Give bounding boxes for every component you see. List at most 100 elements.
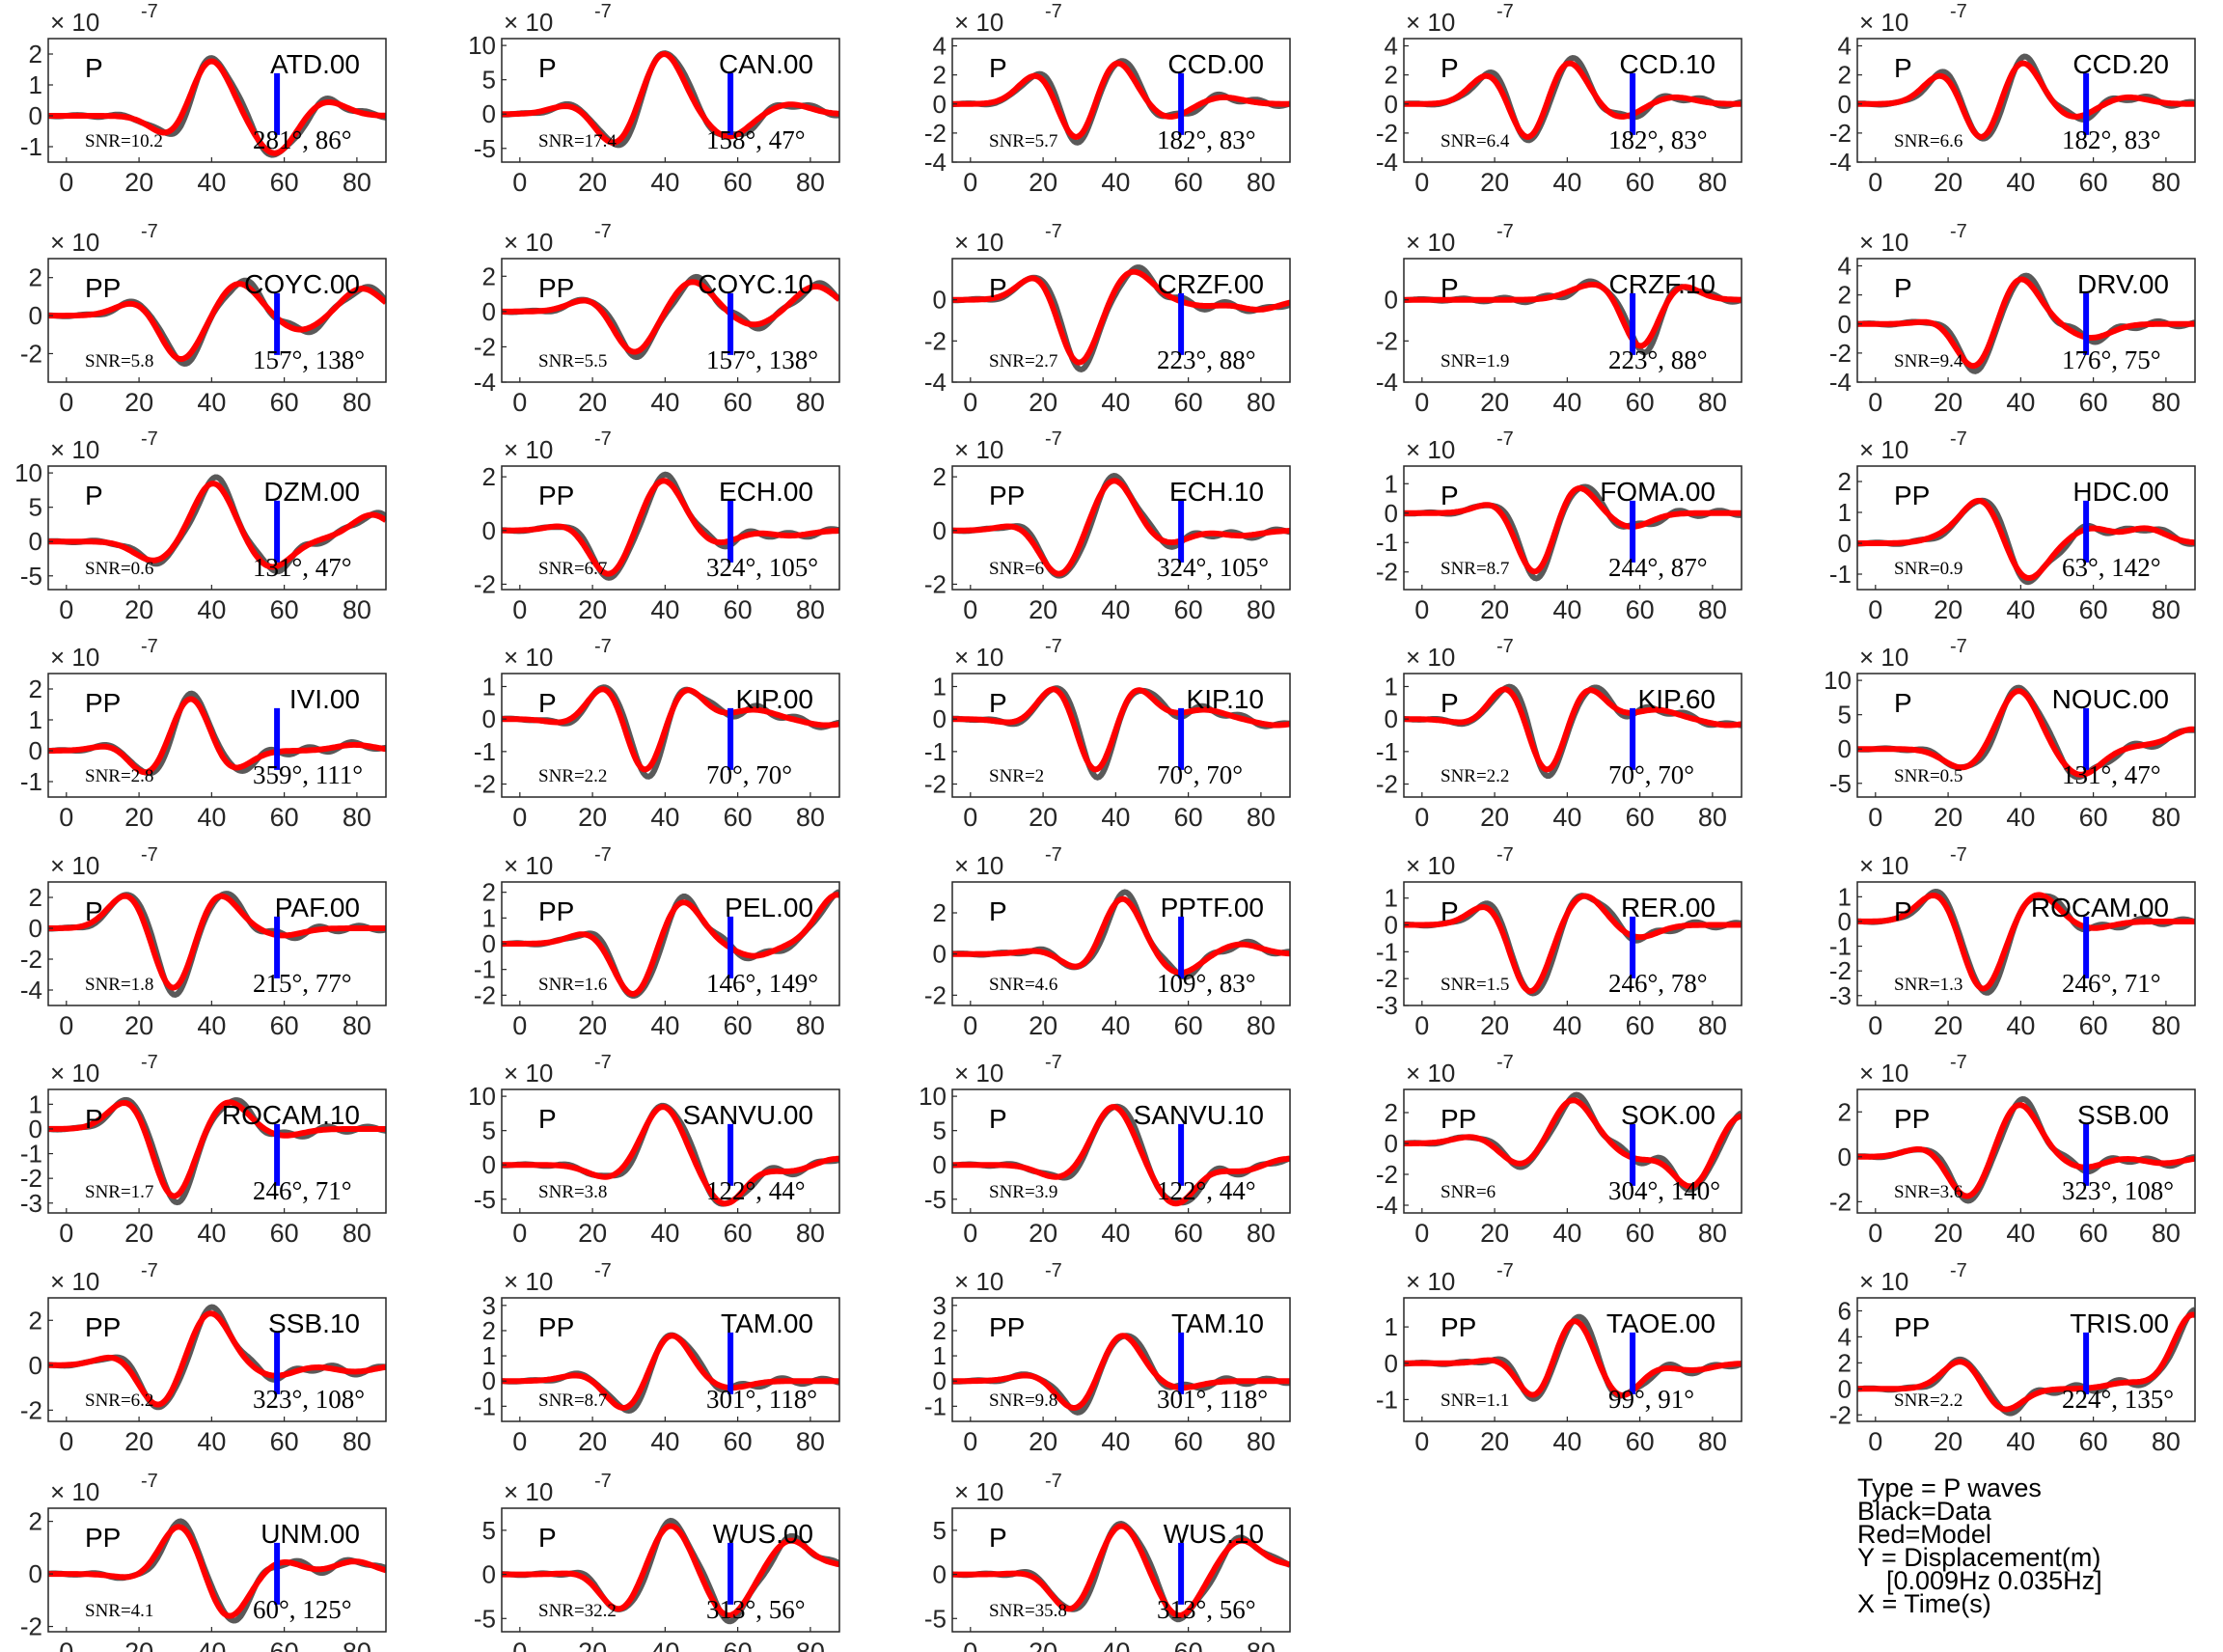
panel-pptf-00: 0 20 40 60 80 -2 0 2× 10 -7 P PPTF.00 SNR=4.6 109°, …	[924, 844, 1291, 1040]
y-tick-label: 1	[933, 1341, 947, 1370]
x-tick-label: 20	[1480, 803, 1509, 832]
station-label: ECH.00	[719, 477, 813, 507]
x-tick-label: 80	[796, 1219, 825, 1248]
x-tick-label: 20	[1029, 803, 1057, 832]
x-tick-label: 40	[197, 1638, 226, 1652]
snr-label: SNR=6.6	[1894, 131, 1962, 151]
y-tick-label: 1	[1838, 882, 1852, 911]
y-tick-label: 0	[933, 516, 947, 545]
exponent-label: × 10	[954, 435, 1003, 464]
phase-label: PP	[85, 1523, 121, 1553]
snr-label: SNR=1.8	[85, 975, 153, 995]
model-trace	[1404, 893, 1742, 995]
model-trace	[502, 478, 839, 577]
station-label: PEL.00	[725, 893, 813, 922]
y-tick-label: -2	[20, 339, 42, 368]
x-tick-label: 20	[578, 803, 607, 832]
x-tick-label: 40	[2006, 595, 2035, 624]
x-tick-label: 60	[724, 595, 753, 624]
panel-wus-00: 0 20 40 60 80 -5 0 5 × 10 -7 P WUS.00 SNR=32.2 313°, …	[474, 1471, 840, 1652]
panel-frame	[501, 1297, 840, 1422]
y-tick-label: -2	[924, 119, 947, 148]
snr-label: SNR=1.6	[538, 975, 607, 995]
exponent-label: × 10	[504, 851, 553, 880]
phase-label: P	[538, 53, 557, 83]
angles-label: 63°, 142°	[2062, 553, 2161, 582]
phase-label: P	[989, 1104, 1007, 1134]
x-tick-label: 20	[1029, 1011, 1057, 1040]
y-tick-label: -2	[924, 770, 947, 799]
exponent-label: × 10	[1859, 228, 1908, 257]
exponent-power: -7	[1950, 844, 1967, 866]
x-tick-label: 60	[270, 1219, 299, 1248]
y-tick-label: -2	[20, 1395, 42, 1424]
exponent-label: × 10	[50, 435, 99, 464]
model-trace	[952, 1523, 1290, 1619]
x-tick-label: 40	[2006, 168, 2035, 197]
exponent-power: -7	[1950, 1, 1967, 22]
y-tick-label: 0	[29, 301, 42, 330]
panel-crzf-10: 0 20 40 60 80 -4 -2 0 × 10 -7 P CRZF.10 SNR=1.9 223°,…	[1376, 221, 1743, 417]
exponent-label: × 10	[504, 1477, 553, 1506]
snr-label: SNR=6	[1441, 1182, 1496, 1202]
y-tick-label: 0	[29, 1115, 42, 1143]
exponent-label: × 10	[1406, 851, 1455, 880]
y-tick-label: -2	[1376, 964, 1398, 993]
panel-ech-00: 0 20 40 60 80 -2 0 2 × 10 -7 PP ECH.00 SNR=6.7 324°, …	[474, 428, 840, 624]
exponent-power: -7	[1045, 844, 1062, 866]
x-tick-label: 60	[1626, 803, 1655, 832]
angles-label: 223°, 88°	[1157, 345, 1256, 374]
x-tick-label: 0	[963, 1427, 977, 1456]
phase-label: P	[538, 1104, 557, 1134]
exponent-power: -7	[141, 1471, 158, 1492]
y-tick-label: 1	[1385, 884, 1398, 913]
model-trace	[502, 1104, 839, 1207]
exponent-power: -7	[1045, 1052, 1062, 1073]
x-tick-label: 60	[1174, 1011, 1203, 1040]
station-label: COYC.10	[698, 269, 813, 299]
y-tick-label: 1	[29, 1089, 42, 1118]
station-label: CRZF.10	[1609, 269, 1715, 299]
exponent-power: -7	[594, 844, 612, 866]
x-tick-label: 40	[2006, 1011, 2035, 1040]
angles-label: 70°, 70°	[1608, 760, 1694, 789]
exponent-label: × 10	[50, 1477, 99, 1506]
x-tick-label: 40	[1101, 168, 1130, 197]
snr-label: SNR=2	[989, 766, 1044, 786]
x-tick-label: 20	[124, 1427, 153, 1456]
y-tick-label: -5	[1829, 769, 1852, 798]
station-label: SSB.10	[268, 1308, 360, 1338]
x-tick-label: 80	[1698, 168, 1727, 197]
angles-label: 324°, 105°	[1157, 553, 1269, 582]
panel-frame	[1856, 881, 2196, 1006]
y-tick-label: 1	[933, 672, 947, 701]
panel-frame	[1403, 673, 1743, 798]
station-label: SOK.00	[1621, 1100, 1715, 1130]
panel-sanvu-10: 0 20 40 60 80 -5 0 5 10× 10 -7 P SANVU.10 SNR=3.9 122…	[919, 1052, 1291, 1248]
snr-label: SNR=9.8	[989, 1390, 1057, 1411]
exponent-power: -7	[594, 1471, 612, 1492]
x-tick-label: 80	[2152, 1427, 2181, 1456]
y-tick-label: 0	[482, 929, 496, 958]
exponent-label: × 10	[504, 643, 553, 672]
x-tick-label: 40	[197, 1427, 226, 1456]
model-trace	[502, 1333, 839, 1412]
x-tick-label: 0	[512, 1427, 527, 1456]
y-tick-label: 0	[482, 704, 496, 733]
snr-label: SNR=6	[989, 559, 1044, 579]
exponent-power: -7	[594, 636, 612, 657]
x-tick-label: 20	[1480, 595, 1509, 624]
exponent-label: × 10	[50, 1267, 99, 1296]
exponent-power: -7	[141, 1260, 158, 1281]
exponent-power: -7	[141, 636, 158, 657]
panel-ssb-00: 0 20 40 60 80 -2 0 2× 10 -7 PP SSB.00 SNR=3.6 323°, …	[1829, 1052, 2196, 1248]
x-tick-label: 60	[2079, 803, 2108, 832]
x-tick-label: 60	[724, 803, 753, 832]
station-label: KIP.00	[736, 684, 813, 714]
x-tick-label: 0	[59, 388, 73, 417]
angles-label: 157°, 138°	[706, 345, 818, 374]
x-tick-label: 60	[1626, 168, 1655, 197]
panel-can-00: 0 20 40 60 80 -5 0 5 10 × 10 -7 P CAN.00 SNR=17.4 158°…	[468, 1, 840, 197]
